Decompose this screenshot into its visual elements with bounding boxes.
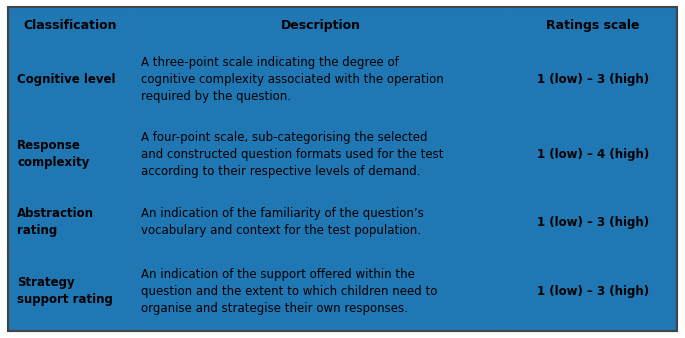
Bar [132, 193, 510, 252]
Text: 1 (low) – 3 (high): 1 (low) – 3 (high) [537, 216, 649, 229]
Bar [8, 116, 132, 193]
Bar [510, 193, 677, 252]
Text: 1 (low) – 3 (high): 1 (low) – 3 (high) [537, 73, 649, 86]
Text: An indication of the familiarity of the question’s
vocabulary and context for th: An indication of the familiarity of the … [141, 208, 423, 238]
Bar [132, 116, 510, 193]
Bar [132, 44, 510, 116]
Text: Ratings scale: Ratings scale [547, 19, 640, 32]
Bar [510, 44, 677, 116]
Bar [132, 252, 510, 331]
Bar [132, 7, 510, 44]
Bar [510, 116, 677, 193]
Text: A three-point scale indicating the degree of
cognitive complexity associated wit: A three-point scale indicating the degre… [141, 56, 444, 103]
Bar [510, 116, 677, 193]
Bar [8, 44, 132, 116]
Bar [8, 193, 132, 252]
Bar [132, 44, 510, 116]
Bar [510, 44, 677, 116]
Bar [8, 7, 132, 44]
Bar [510, 252, 677, 331]
Text: Classification: Classification [23, 19, 117, 32]
Bar [510, 7, 677, 44]
Bar [8, 252, 132, 331]
Bar [8, 252, 132, 331]
Bar [8, 193, 132, 252]
Bar [8, 116, 132, 193]
Text: A four-point scale, sub-categorising the selected
and constructed question forma: A four-point scale, sub-categorising the… [141, 130, 443, 178]
Text: Cognitive level: Cognitive level [17, 73, 116, 86]
Text: 1 (low) – 3 (high): 1 (low) – 3 (high) [537, 285, 649, 298]
Text: Description: Description [281, 19, 361, 32]
Bar [132, 116, 510, 193]
Bar [132, 7, 510, 44]
Bar [510, 252, 677, 331]
Bar [510, 193, 677, 252]
Text: 1 (low) – 4 (high): 1 (low) – 4 (high) [537, 148, 649, 161]
Text: Strategy
support rating: Strategy support rating [17, 276, 113, 307]
Bar [132, 252, 510, 331]
Bar [8, 44, 132, 116]
Bar [8, 7, 132, 44]
Text: Abstraction
rating: Abstraction rating [17, 208, 94, 238]
Bar [132, 193, 510, 252]
Text: Response
complexity: Response complexity [17, 139, 90, 169]
Text: An indication of the support offered within the
question and the extent to which: An indication of the support offered wit… [141, 268, 437, 315]
Bar [510, 7, 677, 44]
